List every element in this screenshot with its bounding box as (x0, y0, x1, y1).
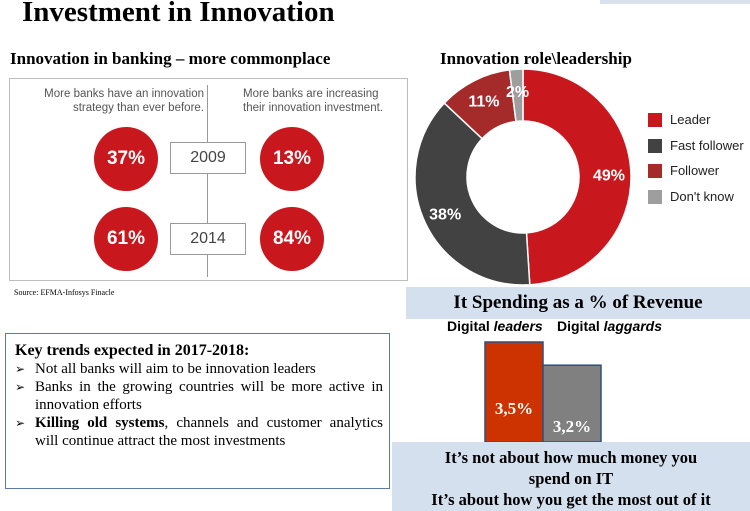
strategy-2009-circle: 37% (94, 127, 158, 191)
quote-line: spend on IT (528, 469, 614, 488)
donut-slice-fast-follower (414, 102, 531, 286)
digital-leaders-label: Digital leaders (447, 318, 543, 334)
donut-label-follower: 11% (468, 93, 499, 110)
trend-text: Not all banks will aim to be innovation … (35, 361, 316, 377)
legend-label-fast-follower: Fast follower (670, 138, 744, 153)
quote-line: It’s not about how much money you (444, 448, 698, 467)
legend-label-dont-know: Don't know (670, 189, 734, 204)
donut-label-leader: 49% (593, 167, 625, 184)
spend-label-digital-leaders: 3,5% (495, 399, 533, 418)
legend-item-leader: Leader (648, 112, 710, 127)
it-spending-bar-chart: 3,5% 3,2% (484, 341, 602, 443)
legend-item-follower: Follower (648, 163, 719, 178)
banking-innovation-heading: Innovation in banking – more commonplace (10, 49, 331, 68)
innovation-role-heading: Innovation role\leadership (440, 49, 632, 68)
legend-item-dont-know: Don't know (648, 189, 734, 204)
year-2014-box: 2014 (170, 223, 246, 255)
legend-swatch-follower (648, 163, 662, 178)
strategy-2014-circle: 61% (94, 207, 158, 271)
spend-bar-digital-leaders (484, 341, 544, 443)
legend-label-leader: Leader (670, 112, 711, 127)
quote-line: It’s about how you get the most out of i… (431, 490, 711, 509)
legend-label-follower: Follower (670, 163, 720, 178)
source-note: Source: EFMA-Infosys Finacle (14, 288, 115, 297)
it-spending-quote: It’s not about how much money you spend … (392, 442, 750, 511)
legend-item-fast-follower: Fast follower (648, 138, 744, 153)
donut-label-fast-follower: 38% (429, 207, 461, 224)
innovation-role-donut-chart: 49% 38% 11% 2% (414, 68, 632, 286)
strategy-caption: More banks have an innovation strategy t… (44, 88, 204, 114)
trend-item: ➢ Banks in the growing countries will be… (15, 378, 383, 414)
spend-label-digital-laggards: 3,2% (553, 417, 591, 436)
legend-swatch-dont-know (648, 189, 662, 204)
investment-caption: More banks are increasing their innovati… (243, 88, 383, 114)
donut-slice-dont-know (508, 68, 524, 123)
digital-laggards-label: Digital laggards (557, 318, 663, 334)
investment-2014-circle: 84% (260, 207, 324, 271)
trend-item: ➢ Killing old systems, channels and cust… (15, 414, 383, 450)
trend-item: ➢ Not all banks will aim to be innovatio… (15, 360, 383, 378)
spend-bar-digital-laggards (542, 364, 602, 443)
legend-swatch-fast-follower (648, 138, 662, 153)
panel-divider (207, 85, 208, 277)
key-trends-heading: Key trends expected in 2017-2018: (15, 342, 250, 359)
innovation-stats-panel: More banks have an innovation strategy t… (9, 78, 408, 281)
arrow-bullet-icon: ➢ (15, 380, 26, 394)
trend-text: Killing old systems, channels and custom… (35, 415, 383, 449)
investment-2009-circle: 13% (260, 127, 324, 191)
slide-title: Investment in Innovation (22, 0, 335, 28)
donut-slice-leader (522, 68, 632, 286)
donut-label-dont-know: 2% (506, 84, 529, 101)
top-decorative-rule (600, 0, 750, 4)
it-spending-banner: It Spending as a % of Revenue (406, 287, 750, 319)
trend-text: Banks in the growing countries will be m… (35, 379, 383, 413)
year-2009-box: 2009 (170, 142, 246, 174)
arrow-bullet-icon: ➢ (15, 416, 26, 430)
key-trends-box: Key trends expected in 2017-2018: ➢ Not … (5, 333, 390, 489)
legend-swatch-leader (648, 112, 662, 127)
arrow-bullet-icon: ➢ (15, 362, 26, 376)
